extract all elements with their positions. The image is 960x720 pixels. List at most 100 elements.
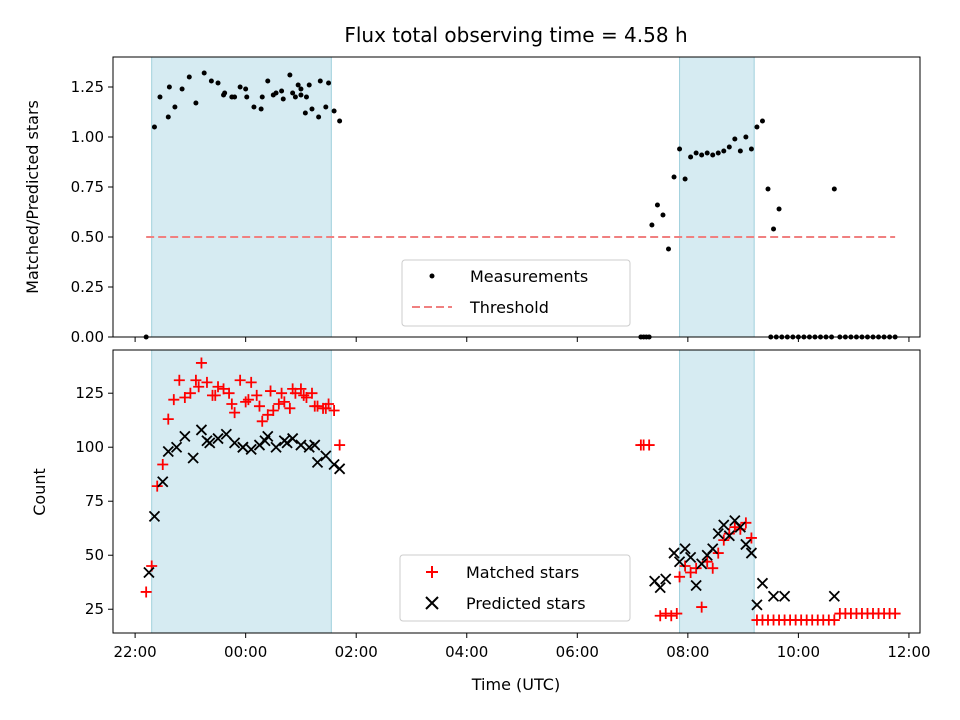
matched-star-point xyxy=(696,601,708,613)
y-tick-label: 0.50 xyxy=(71,228,104,246)
matched-star-point xyxy=(190,374,202,386)
predicted-star-point xyxy=(679,543,691,555)
measurement-point xyxy=(765,186,771,192)
matched-star-point xyxy=(253,400,265,412)
matched-star-point xyxy=(262,409,274,421)
top-panel-x-ticks xyxy=(134,337,910,342)
measurement-point xyxy=(726,144,732,150)
y-tick-label: 0.25 xyxy=(71,278,104,296)
matched-star-point xyxy=(889,608,901,620)
matched-star-point xyxy=(179,392,191,404)
measurement-point xyxy=(303,94,309,100)
matched-star-point xyxy=(334,439,346,451)
predicted-star-point xyxy=(756,577,769,589)
bottom-legend-box xyxy=(399,554,631,622)
matched-star-point xyxy=(212,381,224,393)
matched-star-point xyxy=(265,385,277,397)
matched-star-point xyxy=(665,610,677,622)
y-tick-label: 25 xyxy=(85,600,104,618)
matched-star-point xyxy=(251,389,263,401)
top-panel-y-ticks: 0.00 0.25 0.50 0.75 1.00 1.25 xyxy=(71,78,113,346)
y-tick-label: 100 xyxy=(75,438,104,456)
predicted-star-point xyxy=(170,441,183,453)
x-tick-label: 10:00 xyxy=(777,643,820,661)
matched-star-point xyxy=(734,523,746,535)
top-panel-shading xyxy=(151,56,755,338)
matched-star-point xyxy=(223,387,235,399)
matched-star-point xyxy=(193,381,205,393)
predicted-star-point xyxy=(684,551,697,564)
predicted-star-point xyxy=(220,428,232,440)
matched-star-point xyxy=(157,458,169,470)
matched-star-point xyxy=(209,389,221,401)
predicted-star-point xyxy=(295,439,307,451)
matched-star-point xyxy=(256,415,268,427)
measurement-point xyxy=(771,226,777,232)
measurement-point xyxy=(309,106,315,112)
measurement-point xyxy=(295,82,301,88)
measurement-point xyxy=(232,94,238,100)
measurement-point xyxy=(732,136,738,142)
measurement-point xyxy=(298,86,304,92)
legend-measurements-label: Measurements xyxy=(470,267,588,286)
x-tick-label: 12:00 xyxy=(887,643,930,661)
matched-star-point xyxy=(284,402,296,414)
measurement-point xyxy=(660,212,666,218)
measurement-point xyxy=(688,154,694,160)
legend-predicted-label: Predicted stars xyxy=(466,594,586,613)
y-tick-label: 50 xyxy=(85,546,104,564)
matched-star-point xyxy=(245,376,257,388)
predicted-star-point xyxy=(668,547,680,559)
predicted-star-point xyxy=(311,456,324,468)
matched-star-point xyxy=(671,608,683,620)
measurement-point xyxy=(165,114,171,120)
matched-star-point xyxy=(685,567,697,579)
y-tick-label: 1.00 xyxy=(71,128,104,146)
measurement-point xyxy=(186,74,192,80)
measurement-point xyxy=(244,94,250,100)
measurement-point xyxy=(302,110,308,116)
matched-star-point xyxy=(273,398,285,410)
matched-star-point xyxy=(723,528,735,540)
bottom-y-axis-label: Count xyxy=(30,468,49,516)
predicted-star-point xyxy=(767,590,780,602)
measurement-point xyxy=(317,78,323,84)
x-tick-label: 04:00 xyxy=(445,643,488,661)
measurement-point xyxy=(166,84,172,90)
matched-star-point xyxy=(298,389,310,401)
measurement-point xyxy=(721,148,727,154)
matched-star-point xyxy=(729,521,741,533)
predicted-star-point xyxy=(828,590,840,602)
matched-star-point xyxy=(309,400,321,412)
predicted-star-point xyxy=(212,432,224,445)
measurement-point xyxy=(172,104,178,110)
bottom-panel-y-ticks: 25 50 75 100 125 xyxy=(75,384,113,618)
matched-star-point xyxy=(240,396,252,408)
matched-star-point xyxy=(168,394,180,406)
measurement-point xyxy=(710,152,716,158)
matched-star-point xyxy=(218,383,230,395)
matched-star-point xyxy=(660,608,672,620)
y-tick-label: 125 xyxy=(75,384,104,402)
y-tick-label: 75 xyxy=(85,492,104,510)
chart-title: Flux total observing time = 4.58 h xyxy=(344,23,687,47)
matched-stars-points xyxy=(140,357,901,626)
measurement-point xyxy=(677,146,683,152)
matched-star-point xyxy=(707,562,719,574)
top-legend: Measurements Threshold xyxy=(401,259,631,327)
measurement-point xyxy=(151,124,157,130)
predicted-star-point xyxy=(333,463,346,475)
matched-star-point xyxy=(300,392,312,404)
matched-star-point xyxy=(674,571,686,583)
measurement-point xyxy=(776,206,782,212)
measurement-point xyxy=(179,86,185,92)
measurement-point xyxy=(237,84,243,90)
observing-window-2 xyxy=(679,56,755,338)
y-tick-label: 0.75 xyxy=(71,178,104,196)
matched-star-point xyxy=(267,404,279,416)
measurement-point xyxy=(208,78,214,84)
predicted-star-point xyxy=(148,510,161,522)
measurement-point xyxy=(754,124,760,130)
measurement-point xyxy=(298,92,304,98)
